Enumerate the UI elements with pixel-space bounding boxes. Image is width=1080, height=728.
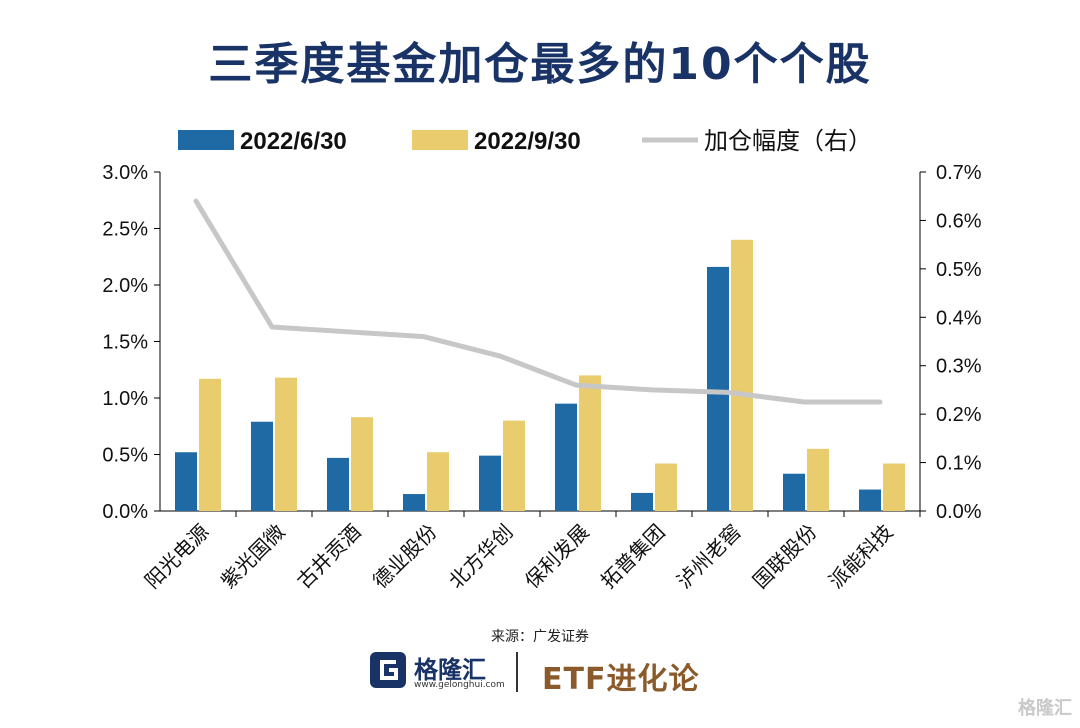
legend-swatch-2022-9-30: [412, 130, 468, 150]
bar-2022-9-30: [883, 463, 905, 511]
legend-label-2022-6-30: 2022/6/30: [240, 128, 347, 155]
x-axis-category-label: 北方华创: [444, 520, 518, 594]
bar-2022-6-30: [175, 452, 197, 511]
right-axis-tick-label: 0.3%: [936, 356, 982, 378]
bar-2022-6-30: [783, 473, 805, 511]
g-logo-icon: [370, 652, 406, 688]
bar-2022-6-30: [251, 421, 273, 511]
bar-2022-9-30: [807, 448, 829, 511]
bar-2022-6-30: [859, 489, 881, 511]
bar-2022-6-30: [707, 266, 729, 511]
footer-brand: ETF进化论: [542, 662, 700, 697]
left-axis-tick-label: 0.5%: [102, 445, 148, 467]
bar-2022-9-30: [655, 463, 677, 511]
right-axis-tick-label: 0.1%: [936, 453, 982, 475]
legend-label-add-position: 加仓幅度（右）: [704, 127, 872, 155]
logo-url: www.gelonghui.com: [414, 680, 505, 690]
right-axis-tick-label: 0.6%: [936, 210, 982, 232]
x-axis-category-label: 国联股份: [748, 520, 822, 594]
left-axis-tick-label: 2.0%: [102, 275, 148, 297]
watermark: 格隆汇: [1018, 698, 1072, 719]
left-axis-tick-label: 0.0%: [102, 501, 148, 523]
x-axis-category-label: 拓普集团: [596, 520, 670, 594]
legend-swatch-2022-6-30: [178, 130, 234, 150]
bar-2022-6-30: [479, 455, 501, 511]
bar-2022-9-30: [199, 378, 221, 511]
gelonghui-logo: 格隆汇 www.gelonghui.com: [368, 650, 505, 694]
right-axis-tick-label: 0.7%: [936, 162, 982, 184]
chart-title: 三季度基金加仓最多的10个个股: [208, 39, 872, 90]
x-axis-category-label: 保利发展: [520, 520, 594, 594]
right-axis-tick-label: 0.0%: [936, 501, 982, 523]
left-axis-tick-label: 1.0%: [102, 388, 148, 410]
bar-2022-9-30: [427, 452, 449, 511]
footer-divider: [516, 652, 518, 692]
left-axis-tick-label: 3.0%: [102, 162, 148, 184]
bar-2022-9-30: [731, 239, 753, 512]
legend-label-2022-9-30: 2022/9/30: [474, 128, 581, 155]
x-axis-category-label: 派能科技: [824, 520, 898, 594]
bar-2022-6-30: [403, 494, 425, 511]
bar-2022-9-30: [351, 417, 373, 511]
bar-2022-9-30: [579, 375, 601, 511]
bar-2022-9-30: [503, 420, 525, 511]
right-axis-tick-label: 0.2%: [936, 404, 982, 426]
line-add-position: [193, 198, 883, 405]
bar-2022-6-30: [555, 403, 577, 511]
bar-2022-6-30: [631, 492, 653, 511]
x-axis-category-label: 泸州老窖: [672, 520, 746, 594]
x-axis-category-label: 紫光国微: [216, 520, 290, 594]
bar-2022-9-30: [275, 377, 297, 511]
logo-name: 格隆汇: [414, 656, 486, 684]
right-axis-tick-label: 0.5%: [936, 259, 982, 281]
source-note: 来源：广发证券: [491, 629, 589, 645]
x-axis-category-label: 古井贡酒: [292, 520, 366, 594]
x-axis-category-label: 德业股份: [368, 520, 442, 594]
right-axis-tick-label: 0.4%: [936, 307, 982, 329]
left-axis-tick-label: 2.5%: [102, 219, 148, 241]
bar-2022-6-30: [327, 457, 349, 511]
x-axis-category-label: 阳光电源: [140, 520, 214, 594]
left-axis-tick-label: 1.5%: [102, 332, 148, 354]
